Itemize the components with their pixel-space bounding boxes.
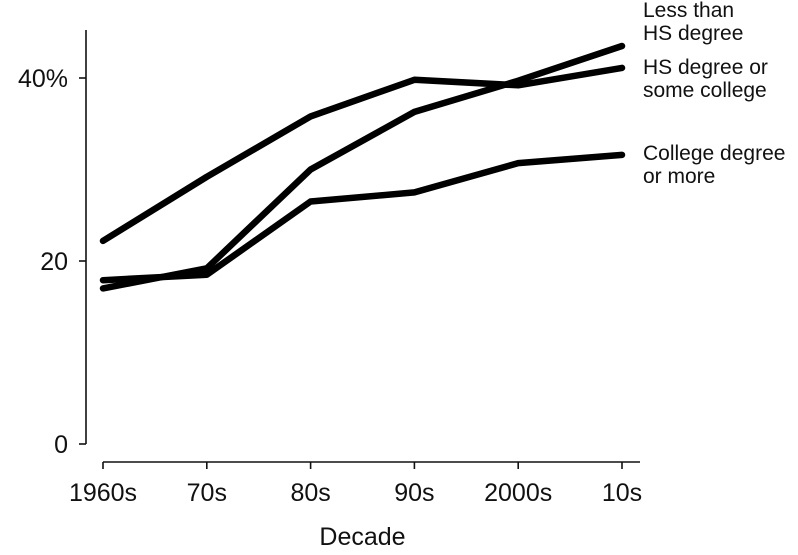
series-label-2: HS degree or some college xyxy=(643,56,768,102)
axes: 0 20 40% 1960s 70s 80s 90s 2000s 10s xyxy=(18,30,642,507)
x-tick-label: 1960s xyxy=(69,479,137,507)
y-tick-label: 0 xyxy=(54,431,68,459)
series-label-1: Less than HS degree xyxy=(643,0,743,45)
series-label-line: HS degree or xyxy=(643,56,768,79)
x-tick-label: 90s xyxy=(394,479,434,507)
y-tick-label: 40% xyxy=(18,65,68,93)
series-line-2 xyxy=(99,64,626,245)
series-label-3: College degree or more xyxy=(643,142,785,188)
y-tick-label: 20 xyxy=(40,248,68,276)
x-tick-label: 10s xyxy=(602,479,642,507)
x-tick-label: 70s xyxy=(187,479,227,507)
x-tick-label: 2000s xyxy=(484,479,552,507)
series-group xyxy=(99,42,626,292)
series-label-line: HS degree xyxy=(643,22,743,45)
series-label-line: or more xyxy=(643,165,715,188)
series-line-3 xyxy=(99,151,626,284)
series-labels: Less than HS degree HS degree or some colle… xyxy=(643,0,785,188)
series-label-line: some college xyxy=(643,79,767,102)
x-tick-label: 80s xyxy=(290,479,330,507)
x-axis-title: Decade xyxy=(319,523,405,551)
series-label-line: College degree xyxy=(643,142,785,165)
series-label-line: Less than xyxy=(643,0,734,22)
series-line-1 xyxy=(99,42,626,292)
